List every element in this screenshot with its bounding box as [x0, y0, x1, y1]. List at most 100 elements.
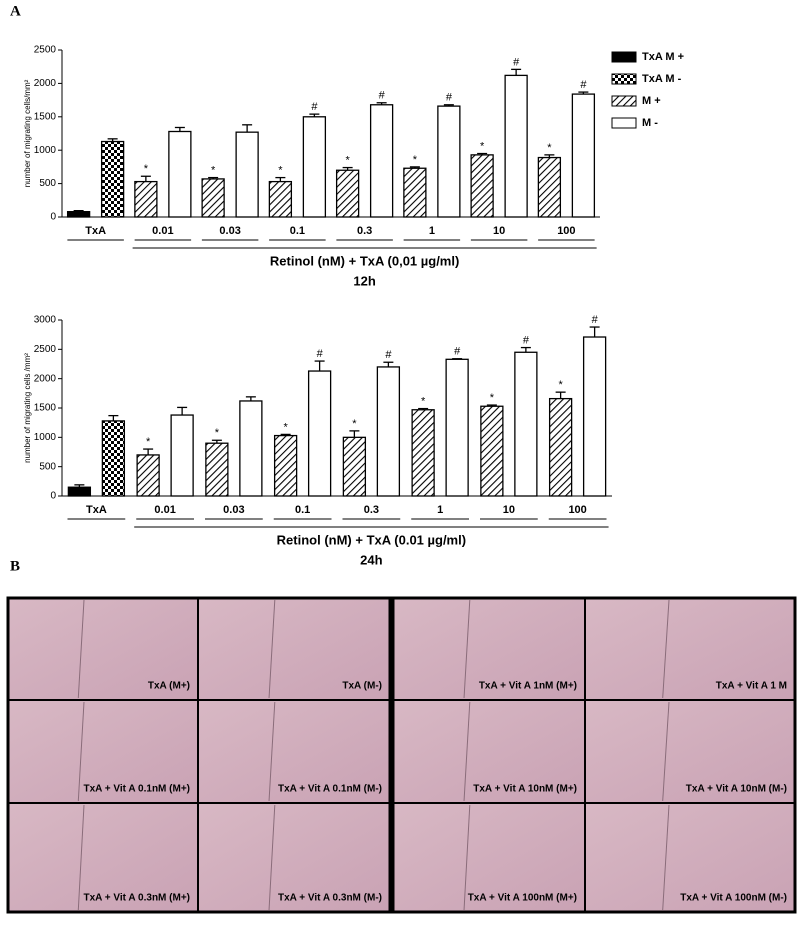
image-block-border [391, 596, 797, 914]
x-tick-label: 0.3 [364, 504, 379, 516]
x-tick-label: 10 [493, 225, 505, 237]
legend-label: TxA M + [642, 51, 684, 63]
bar [67, 486, 92, 497]
bar [168, 130, 192, 218]
micrograph-caption: TxA + Vit A 0.3nM (M-) [278, 893, 382, 904]
bar [201, 178, 225, 218]
significance-marker: * [278, 164, 283, 176]
x-tick-label: 100 [568, 504, 586, 516]
micrograph [584, 802, 796, 913]
micrograph-caption: TxA + Vit A 0.1nM (M+) [84, 784, 191, 795]
y-tick-label: 500 [39, 461, 56, 472]
bar [514, 351, 538, 497]
panel-label: A [10, 3, 21, 19]
significance-marker: # [580, 79, 587, 91]
y-tick-label: 0 [50, 212, 56, 223]
chart-subtitle: 12h [353, 273, 375, 288]
x-tick-label: 0.01 [152, 225, 173, 237]
significance-marker: * [345, 154, 350, 166]
wound-edge [463, 701, 471, 802]
bar [239, 400, 263, 497]
bar [100, 140, 125, 218]
bar [504, 74, 528, 218]
micrograph-caption: TxA + Vit A 0.1nM (M-) [278, 784, 382, 795]
y-tick-label: 1500 [34, 403, 57, 414]
micrograph [392, 699, 586, 804]
x-tick-label: 0.3 [357, 225, 372, 237]
bar [66, 211, 91, 218]
x-tick-label: 0.01 [154, 504, 175, 516]
wound-edge [463, 804, 471, 911]
significance-marker: # [446, 92, 453, 104]
y-axis-label: number of migrating cells /mm² [23, 353, 32, 463]
y-tick-label: 1500 [34, 111, 57, 122]
wound-edge [268, 701, 276, 802]
bar [101, 420, 126, 497]
x-tick-label: 0.1 [290, 225, 305, 237]
significance-marker: * [421, 395, 426, 407]
x-group-label: Retinol (nM) + TxA (0,01 µg/ml) [270, 253, 459, 268]
significance-marker: # [379, 90, 386, 102]
legend-swatch [611, 95, 637, 107]
micrograph [197, 802, 391, 913]
legend-swatch [611, 117, 637, 129]
micrograph-caption: TxA + Vit A 1 M [716, 681, 787, 692]
significance-marker: * [480, 140, 485, 152]
x-tick-label: TxA [85, 225, 106, 237]
bar [369, 104, 394, 218]
panel-label: B [10, 558, 20, 574]
y-tick-label: 1000 [34, 145, 57, 156]
x-tick-label: 1 [437, 504, 443, 516]
wound-edge [662, 701, 670, 802]
bar [537, 156, 562, 218]
bar [342, 436, 367, 497]
significance-marker: * [413, 154, 418, 166]
y-tick-label: 500 [39, 178, 56, 189]
bar [411, 409, 435, 497]
significance-marker: # [317, 348, 324, 360]
legend-swatch [611, 73, 637, 85]
x-group-label: Retinol (nM) + TxA (0.01 µg/ml) [277, 532, 466, 547]
y-tick-label: 3000 [34, 315, 57, 326]
x-tick-label: 0.1 [295, 504, 310, 516]
bar [134, 180, 158, 218]
x-tick-label: 0.03 [219, 225, 240, 237]
y-tick-label: 2500 [34, 344, 57, 355]
significance-marker: * [547, 142, 552, 154]
micrograph-caption: TxA + Vit A 10nM (M+) [473, 784, 577, 795]
legend-label: M + [642, 95, 661, 107]
significance-marker: * [352, 418, 357, 430]
micrograph-caption: TxA + Vit A 0.3nM (M+) [84, 893, 191, 904]
significance-marker: * [490, 392, 495, 404]
bar [582, 336, 607, 497]
significance-marker: * [215, 427, 220, 439]
micrograph [197, 597, 391, 701]
wound-edge [662, 804, 670, 911]
chart-subtitle: 24h [360, 552, 382, 567]
micrograph-caption: TxA + Vit A 100nM (M+) [468, 893, 577, 904]
bar [437, 105, 461, 218]
wound-edge [77, 701, 85, 802]
image-block-border [6, 596, 392, 914]
wound-edge [463, 599, 471, 699]
significance-marker: * [211, 164, 216, 176]
micrograph [392, 802, 586, 913]
bar [376, 366, 401, 497]
bar [302, 116, 327, 218]
bar [170, 414, 194, 497]
x-tick-label: 10 [503, 504, 515, 516]
significance-marker: # [513, 56, 520, 68]
legend-label: TxA M - [642, 73, 682, 85]
bar [205, 442, 229, 497]
significance-marker: # [385, 349, 392, 361]
wound-edge [77, 804, 85, 911]
x-tick-label: 1 [429, 225, 435, 237]
micrograph-caption: TxA (M+) [148, 681, 190, 692]
significance-marker: # [454, 346, 461, 358]
bar [403, 167, 427, 218]
significance-marker: # [311, 101, 318, 113]
significance-marker: # [523, 334, 530, 346]
y-tick-label: 0 [50, 491, 56, 502]
bar [136, 454, 160, 497]
